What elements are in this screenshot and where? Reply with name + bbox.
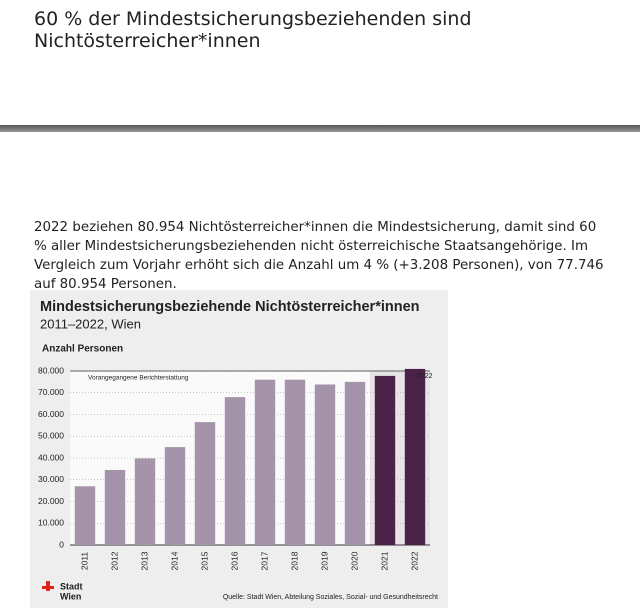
logo-text: Stadt (60, 581, 83, 591)
logo-text: Wien (60, 591, 81, 601)
chart-title: Mindestsicherungsbeziehende Nichtösterre… (40, 299, 420, 315)
x-tick-label: 2019 (319, 551, 329, 570)
headline: 60 % der Mindestsicherungsbeziehenden si… (34, 8, 472, 52)
y-tick-label: 50.000 (38, 431, 64, 441)
x-tick-label: 2012 (109, 551, 119, 570)
y-tick-label: 40.000 (38, 452, 64, 462)
y-axis-label: Anzahl Personen (42, 344, 123, 355)
y-tick-label: 20.000 (38, 496, 64, 506)
bar (314, 384, 336, 545)
source: Quelle: Stadt Wien, Abteilung Soziales, … (223, 594, 438, 601)
x-tick-label: 2017 (259, 551, 269, 570)
annotation: 2022 (417, 373, 433, 380)
chart: Mindestsicherungsbeziehende Nichtösterre… (30, 290, 448, 608)
x-tick-label: 2013 (139, 551, 149, 570)
bar (194, 422, 216, 545)
bar (374, 375, 396, 545)
bar (254, 379, 276, 545)
bar (104, 469, 126, 545)
y-tick-label: 30.000 (38, 474, 64, 484)
x-tick-label: 2014 (169, 551, 179, 570)
x-tick-label: 2015 (199, 551, 209, 570)
bar (284, 379, 306, 545)
x-tick-label: 2021 (379, 551, 389, 570)
bar (404, 368, 426, 545)
separator (0, 125, 640, 132)
x-tick-label: 2020 (349, 551, 359, 570)
paragraph: 2022 beziehen 80.954 Nichtösterreicher*i… (34, 220, 604, 292)
annotation: Vorangegangene Berichterstattung (88, 375, 189, 382)
x-tick-label: 2022 (409, 551, 419, 570)
logo-mark (42, 586, 54, 589)
bar (164, 447, 186, 545)
y-tick-label: 60.000 (38, 409, 64, 419)
x-tick-label: 2018 (289, 551, 299, 570)
chart-subtitle: 2011–2022, Wien (40, 316, 141, 331)
y-tick-label: 80.000 (38, 365, 64, 375)
y-tick-label: 10.000 (38, 518, 64, 528)
y-tick-label: 70.000 (38, 387, 64, 397)
x-tick-label: 2011 (79, 552, 89, 571)
y-tick-label: 0 (59, 539, 64, 549)
bar (134, 458, 156, 545)
bar (224, 397, 246, 545)
bar (344, 381, 366, 545)
bar (74, 486, 96, 545)
x-tick-label: 2016 (229, 551, 239, 570)
